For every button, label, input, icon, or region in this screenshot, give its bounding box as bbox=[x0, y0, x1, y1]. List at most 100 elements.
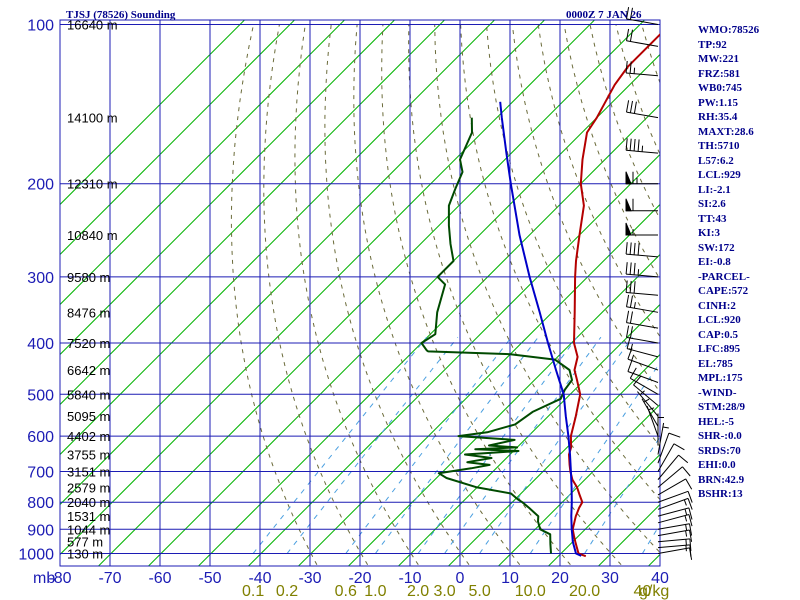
wind-barb-feather bbox=[687, 498, 693, 510]
wind-barb-feather bbox=[673, 443, 685, 451]
wind-barb-half-feather bbox=[685, 530, 688, 537]
wind-barb-feather bbox=[629, 61, 632, 74]
wind-barb-feather bbox=[629, 242, 632, 255]
isotherm-line bbox=[60, 20, 346, 306]
wind-barb bbox=[625, 198, 659, 212]
stability-index: FRZ:581 bbox=[698, 67, 741, 80]
wind-barb-staff bbox=[657, 547, 690, 554]
dry-adiabat-line bbox=[408, 24, 622, 566]
wind-barb-feather bbox=[625, 262, 628, 275]
wind-barb-half-feather bbox=[637, 269, 640, 276]
wind-barb-staff bbox=[626, 72, 659, 77]
height-label: 4402 m bbox=[67, 429, 110, 444]
wind-barb-feather bbox=[627, 360, 633, 372]
wind-barb bbox=[626, 100, 659, 119]
wind-barb bbox=[626, 325, 659, 344]
wind-barb-feather bbox=[626, 310, 630, 323]
isotherm-line bbox=[97, 20, 646, 566]
stability-index: LI:-2.1 bbox=[698, 183, 731, 196]
height-label: 14100 m bbox=[67, 111, 118, 126]
wind-barb-staff bbox=[627, 358, 659, 371]
wind-barb-feather bbox=[626, 28, 630, 41]
wind-barb bbox=[657, 443, 685, 472]
isotherm-line bbox=[60, 20, 446, 406]
wind-barb-staff bbox=[657, 490, 689, 503]
wind-barb-feather bbox=[629, 7, 633, 20]
isotherm-line bbox=[447, 353, 660, 566]
temperature-tick-label: 10 bbox=[501, 570, 519, 587]
wind-barb-feather bbox=[688, 514, 693, 527]
stability-index: BRN:42.9 bbox=[698, 473, 745, 486]
wind-barb-feather bbox=[637, 243, 640, 256]
temperature-tick-label: -60 bbox=[148, 570, 171, 587]
mixing-ratio-unit: g/kg bbox=[639, 583, 669, 600]
height-label: 2040 m bbox=[67, 495, 110, 510]
wind-barb bbox=[626, 310, 659, 329]
wind-barb-staff bbox=[657, 514, 690, 524]
stability-index: CAPE:572 bbox=[698, 285, 749, 297]
pressure-tick-label: 800 bbox=[27, 495, 54, 512]
wind-barb-staff bbox=[657, 538, 690, 543]
wind-barb-staff bbox=[626, 348, 659, 358]
dry-adiabat-line bbox=[263, 24, 369, 565]
isotherm-line bbox=[60, 20, 546, 506]
temperature-tick-label: 0 bbox=[456, 570, 465, 587]
wind-barb-feather bbox=[629, 138, 632, 151]
isotherm-line bbox=[60, 20, 596, 556]
dry-adiabat-line bbox=[589, 24, 660, 220]
height-label: 2579 m bbox=[67, 480, 110, 495]
mixing-ratio-label: 40 bbox=[633, 583, 651, 600]
stability-index: STM:28/9 bbox=[698, 401, 746, 413]
wind-barb-staff bbox=[657, 523, 690, 530]
wind-barb-half-feather bbox=[633, 302, 636, 309]
stability-index: SW:172 bbox=[698, 241, 735, 254]
wind-barb-feather bbox=[689, 529, 693, 542]
stability-index: HEL:-5 bbox=[698, 415, 735, 428]
wind-barb-staff bbox=[626, 40, 659, 47]
wind-barb-staff bbox=[626, 322, 659, 329]
wind-barb-half-feather bbox=[641, 145, 644, 152]
mixing-ratio-label: 0.6 bbox=[335, 583, 357, 600]
wind-barb-feather bbox=[626, 7, 630, 19]
wind-barb-feather bbox=[682, 466, 691, 477]
stability-index: EI:-0.8 bbox=[698, 256, 731, 268]
pressure-tick-label: 700 bbox=[27, 465, 54, 482]
stability-index: WB0:745 bbox=[698, 82, 742, 94]
wind-barb-half-feather bbox=[643, 398, 650, 403]
pressure-tick-label: 1000 bbox=[18, 547, 54, 564]
wind-barb-staff bbox=[626, 273, 659, 278]
pressure-tick-label: 900 bbox=[27, 522, 54, 539]
wind-barb-feather bbox=[629, 311, 633, 324]
dry-adiabat-line bbox=[537, 24, 660, 338]
wind-barb-feather bbox=[629, 280, 632, 293]
wind-barb-pennant bbox=[625, 198, 632, 212]
dry-adiabat-line bbox=[486, 24, 660, 447]
height-label: 9580 m bbox=[67, 270, 110, 285]
stability-index: SHR-:0.0 bbox=[698, 430, 742, 442]
isotherm-line bbox=[60, 20, 296, 256]
wind-barb-staff bbox=[657, 529, 690, 537]
wind-barb-feather bbox=[633, 262, 636, 275]
station-title: TJSJ (78526) Sounding bbox=[66, 9, 176, 21]
mixing-ratio-line bbox=[417, 336, 578, 554]
wind-barb-feather bbox=[629, 262, 632, 275]
mixing-ratio-line bbox=[345, 336, 512, 554]
pressure-tick-label: 200 bbox=[27, 177, 54, 194]
wind-barb bbox=[626, 28, 659, 47]
pressure-tick-label: 500 bbox=[27, 387, 54, 404]
mixing-ratio-label: 3.0 bbox=[433, 583, 455, 600]
wind-barb bbox=[657, 478, 693, 496]
height-label: 8476 m bbox=[67, 305, 110, 320]
wind-barb bbox=[641, 398, 659, 427]
wind-barb bbox=[657, 432, 681, 464]
wind-barb bbox=[657, 507, 693, 520]
wind-barb-feather bbox=[625, 242, 628, 255]
pressure-tick-label: 400 bbox=[27, 336, 54, 353]
wind-barb bbox=[625, 280, 659, 296]
isotherm-line bbox=[497, 403, 660, 566]
temperature-tick-label: 40 bbox=[651, 570, 669, 587]
wind-barb bbox=[657, 454, 689, 480]
temperature-tick-label: -30 bbox=[298, 570, 321, 587]
stability-index: MW:221 bbox=[698, 53, 739, 65]
